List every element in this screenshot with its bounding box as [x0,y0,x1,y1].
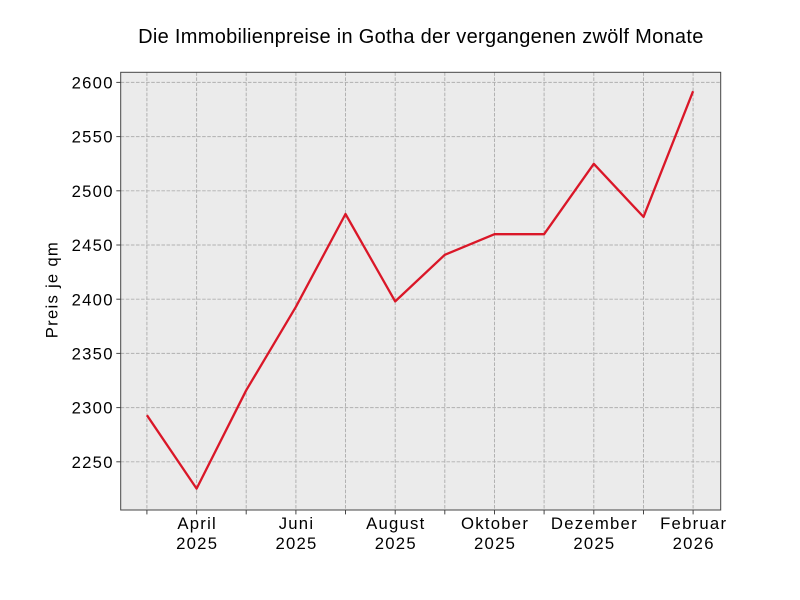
svg-text:Die Immobilienpreise in Gotha: Die Immobilienpreise in Gotha der vergan… [138,26,703,48]
svg-text:Oktober: Oktober [461,514,529,533]
svg-text:2250: 2250 [72,453,114,472]
svg-text:April: April [177,514,217,533]
svg-text:2025: 2025 [474,534,516,553]
svg-text:Preis je qm: Preis je qm [43,241,62,338]
svg-text:2300: 2300 [72,399,114,418]
svg-text:Dezember: Dezember [551,514,638,533]
svg-text:2026: 2026 [673,534,715,553]
svg-text:2025: 2025 [573,534,615,553]
svg-text:2550: 2550 [72,128,114,147]
svg-text:2025: 2025 [375,534,417,553]
svg-text:Februar: Februar [660,514,727,533]
svg-text:2500: 2500 [72,182,114,201]
svg-text:2600: 2600 [72,74,114,93]
svg-text:2025: 2025 [275,534,317,553]
svg-text:Juni: Juni [279,514,315,533]
svg-text:2450: 2450 [72,236,114,255]
svg-text:August: August [366,514,425,533]
svg-text:2025: 2025 [176,534,218,553]
svg-text:2350: 2350 [72,345,114,364]
svg-text:2400: 2400 [72,290,114,309]
